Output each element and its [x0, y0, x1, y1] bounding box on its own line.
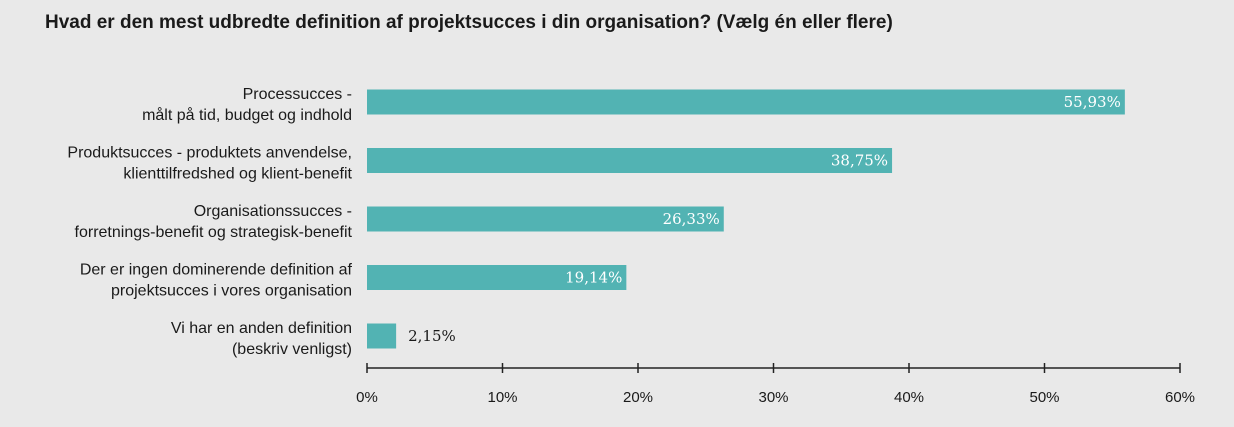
category-label-line: Der er ingen dominerende definition af [80, 262, 353, 279]
bars-layer: 55,93% 38,75% 26,33% 19,14% 2,15% [367, 89, 1125, 349]
x-axis: 0% 10% 20% 30% 40% 50% 60% [356, 363, 1195, 406]
category-label-line: Processucces - [243, 86, 352, 103]
x-tick-label: 40% [894, 389, 924, 406]
x-tick-label: 60% [1165, 389, 1195, 406]
value-label: 2,15% [408, 327, 456, 345]
category-label-line: projektsucces i vores organisation [111, 283, 352, 300]
value-label: 26,33% [663, 210, 720, 228]
category-label: Der er ingen dominerende definition af pr… [80, 262, 353, 300]
x-tick-label: 30% [758, 389, 788, 406]
category-label: Organisationssucces - forretnings-benefit… [75, 203, 353, 241]
chart-title: Hvad er den mest udbredte definition af … [45, 12, 893, 33]
value-label: 19,14% [565, 269, 622, 287]
bar [367, 148, 893, 173]
bar [367, 89, 1125, 115]
category-label: Produktsucces - produktets anvendelse, kl… [67, 145, 352, 183]
category-label-line: målt på tid, budget og indhold [142, 106, 352, 124]
bar [367, 206, 724, 232]
category-labels: Processucces - målt på tid, budget og ind… [67, 86, 352, 358]
category-label-line: Produktsucces - produktets anvendelse, [67, 145, 352, 162]
x-tick-label: 0% [356, 389, 378, 406]
category-label-line: (beskriv venligst) [232, 341, 352, 358]
category-label: Processucces - målt på tid, budget og ind… [142, 86, 352, 124]
bar [367, 323, 397, 349]
category-label: Vi har en anden definition (beskriv venli… [171, 320, 352, 358]
x-tick-label: 20% [623, 389, 653, 406]
category-label-line: forretnings-benefit og strategisk-benefi… [75, 224, 353, 241]
x-tick-label: 10% [487, 389, 517, 406]
category-label-line: Organisationssucces - [194, 203, 352, 220]
bar [367, 265, 627, 290]
category-label-line: klienttilfredshed og klient-benefit [123, 166, 352, 183]
x-tick-label: 50% [1029, 389, 1059, 406]
value-label: 55,93% [1064, 93, 1121, 111]
value-label: 38,75% [831, 152, 888, 170]
category-label-line: Vi har en anden definition [171, 320, 352, 337]
